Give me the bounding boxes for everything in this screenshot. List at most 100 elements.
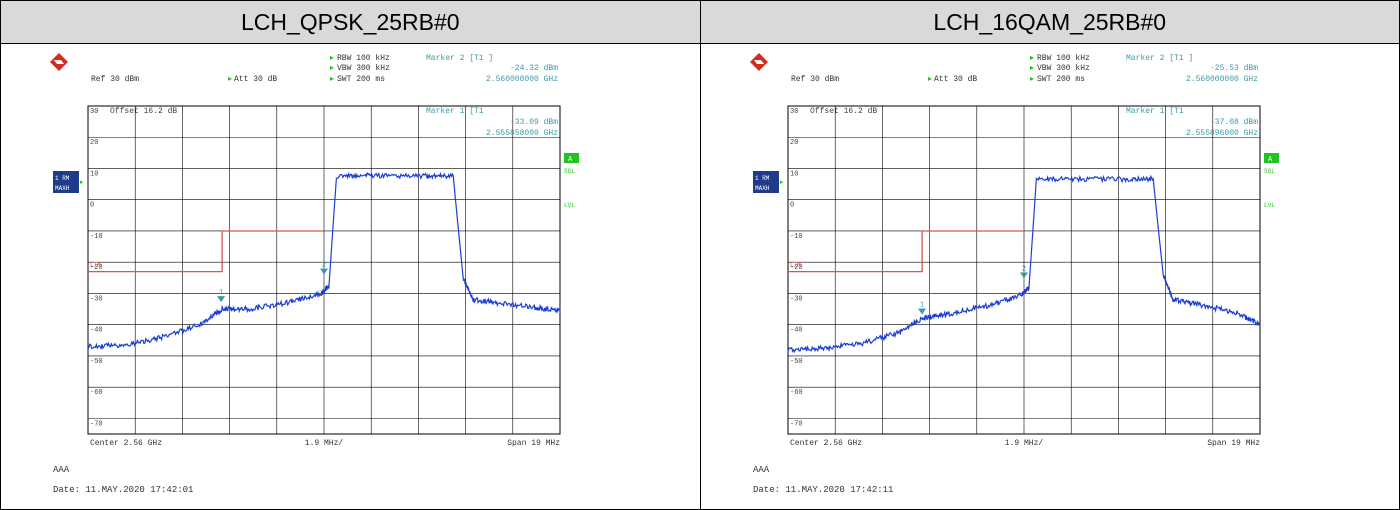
rbw-setting: RBW 100 kHz bbox=[1037, 54, 1090, 63]
vbw-setting: VBW 300 kHz bbox=[337, 64, 390, 73]
y-tick-label: 10 bbox=[790, 170, 798, 178]
marker2-freq: 2.560000000 GHz bbox=[1185, 75, 1257, 84]
rbw-bullet: ▸ bbox=[1030, 54, 1034, 63]
badge-arrow: ▸ bbox=[80, 179, 84, 187]
rbw-bullet: ▸ bbox=[330, 54, 334, 63]
y-tick-label: 20 bbox=[90, 139, 98, 147]
y-tick-label: -30 bbox=[790, 295, 803, 303]
marker-2-triangle bbox=[320, 268, 328, 275]
marker-2-triangle bbox=[1019, 272, 1028, 279]
vbw-bullet: ▸ bbox=[330, 64, 334, 73]
trace-badge-maxh: MAXH bbox=[755, 185, 770, 192]
ref-level: Ref 30 dBm bbox=[91, 75, 139, 84]
trace-badge-box bbox=[752, 171, 779, 193]
swt-setting: SWT 200 ms bbox=[1037, 75, 1085, 84]
marker1-label: Marker 1 [T1 bbox=[426, 107, 484, 116]
y-tick-label: -60 bbox=[90, 389, 103, 397]
marker1-freq: 2.555896000 GHz bbox=[1185, 129, 1257, 138]
badge-arrow: ▸ bbox=[780, 179, 784, 187]
marker1-level: -37.08 dBm bbox=[1209, 118, 1257, 127]
span-setting: Span 19 MHz bbox=[1207, 439, 1260, 448]
y-tick-label: 10 bbox=[90, 170, 98, 178]
y-tick-label: -30 bbox=[90, 295, 103, 303]
status-sgl-label: SGL bbox=[564, 168, 575, 175]
marker2-level: -24.32 dBm bbox=[510, 64, 558, 73]
status-lvl-label: LVL bbox=[1264, 202, 1275, 209]
marker2-freq: 2.560000000 GHz bbox=[486, 75, 558, 84]
per-division: 1.9 MHz/ bbox=[1004, 439, 1043, 448]
marker2-level: -25.53 dBm bbox=[1209, 64, 1257, 73]
marker1-level: -33.09 dBm bbox=[510, 118, 558, 127]
limit-line bbox=[88, 230, 324, 273]
y-tick-label: -20 bbox=[90, 264, 103, 272]
y-tick-label: 30 bbox=[90, 108, 98, 116]
center-frequency: Center 2.56 GHz bbox=[790, 439, 862, 448]
panel-header-qpsk: LCH_QPSK_25RB#0 bbox=[0, 0, 701, 44]
vbw-setting: VBW 300 kHz bbox=[1037, 64, 1090, 73]
vbw-bullet: ▸ bbox=[1030, 64, 1034, 73]
attenuation-setting: Att 30 dB bbox=[234, 75, 277, 84]
marker2-label: Marker 2 [T1 ] bbox=[1126, 54, 1193, 63]
y-tick-label: -40 bbox=[90, 327, 103, 335]
rohde-schwarz-logo-icon bbox=[749, 53, 768, 71]
status-a-label: A bbox=[1268, 156, 1273, 164]
status-sgl-label: SGL bbox=[1264, 168, 1275, 175]
y-tick-label: -10 bbox=[90, 233, 103, 241]
logo-inner-shape bbox=[753, 60, 764, 64]
status-a-box bbox=[564, 153, 579, 163]
marker1-label: Marker 1 [T1 bbox=[1126, 107, 1184, 116]
trace-line bbox=[786, 174, 1260, 354]
marker-1-triangle bbox=[917, 308, 926, 315]
limit-line bbox=[787, 230, 1024, 273]
center-frequency: Center 2.56 GHz bbox=[90, 439, 162, 448]
trace-badge-rm: 1 RM bbox=[755, 175, 770, 182]
screenshot-date: Date: 11.MAY.2020 17:42:01 bbox=[53, 485, 193, 495]
status-lvl-label: LVL bbox=[564, 202, 575, 209]
y-tick-label: -40 bbox=[790, 327, 803, 335]
trace-badge-box bbox=[53, 171, 79, 193]
swt-bullet: ▸ bbox=[330, 75, 334, 84]
status-a-label: A bbox=[568, 156, 573, 164]
per-division: 1.9 MHz/ bbox=[305, 439, 344, 448]
att-bullet: ▸ bbox=[228, 75, 232, 84]
limit-label: LIM bbox=[790, 261, 801, 268]
footer-label: AAA bbox=[753, 465, 770, 475]
marker-1-tag: 1 bbox=[919, 302, 923, 310]
y-tick-label: -70 bbox=[90, 420, 103, 428]
att-bullet: ▸ bbox=[928, 75, 932, 84]
y-tick-label: -10 bbox=[790, 233, 803, 241]
footer-label: AAA bbox=[53, 465, 70, 475]
marker-1-tag: 1 bbox=[219, 289, 223, 297]
y-tick-label: 0 bbox=[790, 202, 794, 210]
attenuation-setting: Att 30 dB bbox=[934, 75, 977, 84]
rbw-setting: RBW 100 kHz bbox=[337, 54, 390, 63]
y-tick-label: -60 bbox=[790, 389, 803, 397]
span-setting: Span 19 MHz bbox=[507, 439, 560, 448]
status-a-box bbox=[1263, 153, 1279, 163]
panel-header-16qam: LCH_16QAM_25RB#0 bbox=[699, 0, 1400, 44]
marker-2-tag: 2 bbox=[1021, 265, 1025, 273]
limit-label: LIM bbox=[90, 261, 101, 268]
offset-text: Offset 16.2 dB bbox=[110, 107, 177, 116]
y-tick-label: 30 bbox=[790, 108, 798, 116]
spectrum-panel-qpsk: RBW 100 kHz VBW 300 kHz SWT 200 ms Ref 30 d… bbox=[0, 43, 701, 510]
y-tick-label: -20 bbox=[790, 264, 803, 272]
swt-bullet: ▸ bbox=[1030, 75, 1034, 84]
offset-text: Offset 16.2 dB bbox=[810, 107, 877, 116]
y-tick-label: -50 bbox=[790, 358, 803, 366]
screenshot-date: Date: 11.MAY.2020 17:42:11 bbox=[753, 485, 893, 495]
logo-inner-shape bbox=[54, 60, 64, 64]
swt-setting: SWT 200 ms bbox=[337, 75, 385, 84]
y-tick-label: -50 bbox=[90, 358, 103, 366]
marker-2-tag: 2 bbox=[322, 262, 326, 270]
spectrum-panel-16qam: RBW 100 kHz VBW 300 kHz SWT 200 ms Ref 30 d… bbox=[699, 43, 1400, 510]
marker1-freq: 2.555858000 GHz bbox=[486, 129, 558, 138]
ref-level: Ref 30 dBm bbox=[791, 75, 839, 84]
rohde-schwarz-logo-icon bbox=[50, 53, 68, 71]
y-tick-label: -70 bbox=[790, 420, 803, 428]
marker2-label: Marker 2 [T1 ] bbox=[426, 54, 493, 63]
trace-badge-rm: 1 RM bbox=[55, 175, 70, 182]
